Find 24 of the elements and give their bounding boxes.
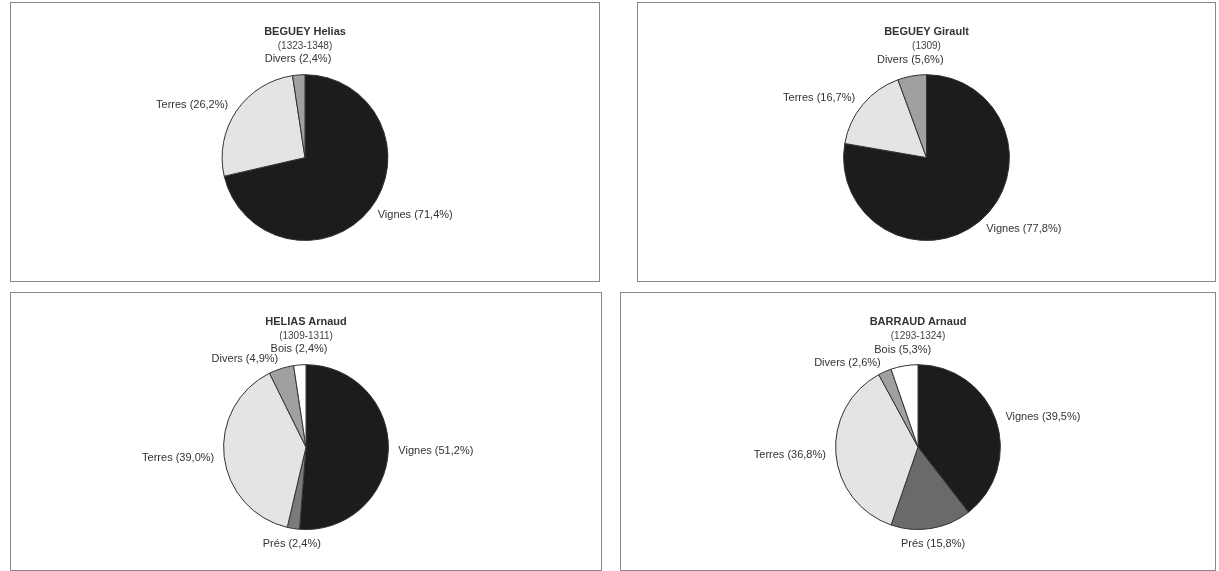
slice-label: Terres (39,0%) xyxy=(142,450,215,463)
slice-label: Terres (36,8%) xyxy=(753,447,826,460)
slice-label: Divers (5,6%) xyxy=(876,53,944,66)
slice-label: Divers (2,6%) xyxy=(814,355,881,368)
slice-label: Vignes (77,8%) xyxy=(986,221,1062,234)
chart-title: BEGUEY Girault xyxy=(884,24,970,37)
chart-subtitle: (1293-1324) xyxy=(890,329,946,341)
chart-subtitle: (1309-1311) xyxy=(279,329,333,341)
chart-subtitle: (1323-1348) xyxy=(277,39,333,51)
slice-label: Terres (26,2%) xyxy=(156,98,229,111)
slice-label: Bois (2,4%) xyxy=(270,341,328,354)
slice-label: Bois (5,3%) xyxy=(874,343,932,356)
chart-title: BARRAUD Arnaud xyxy=(869,314,967,327)
chart-title: BEGUEY Helias xyxy=(264,24,346,37)
slice-label: Vignes (51,2%) xyxy=(398,443,474,456)
slice-label: Prés (2,4%) xyxy=(262,537,321,550)
slice-label: Terres (16,7%) xyxy=(783,91,856,104)
slice-label: Divers (2,4%) xyxy=(264,52,332,64)
slice-label: Prés (15,8%) xyxy=(900,537,966,550)
slice-label: Vignes (71,4%) xyxy=(377,208,453,221)
chart-subtitle: (1309) xyxy=(912,39,941,51)
slice-label: Divers (4,9%) xyxy=(211,352,279,364)
slice-label: Vignes (39,5%) xyxy=(1005,410,1081,423)
chart-title: HELIAS Arnaud xyxy=(265,314,347,327)
